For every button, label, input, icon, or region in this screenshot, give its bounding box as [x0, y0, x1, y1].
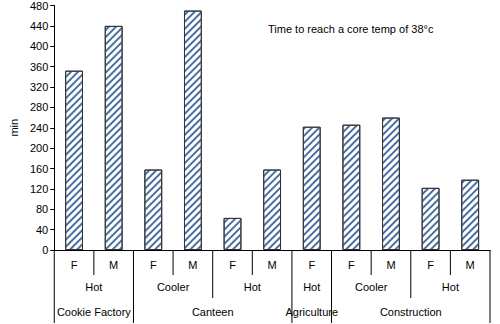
svg-text:F: F: [71, 259, 78, 271]
svg-text:M: M: [268, 259, 277, 271]
svg-text:F: F: [229, 259, 236, 271]
svg-text:Cookie Factory: Cookie Factory: [57, 306, 131, 318]
svg-text:440: 440: [30, 20, 48, 32]
svg-text:200: 200: [30, 142, 48, 154]
svg-text:40: 40: [36, 224, 48, 236]
svg-text:Hot: Hot: [442, 281, 459, 293]
svg-text:M: M: [109, 259, 118, 271]
svg-text:80: 80: [36, 203, 48, 215]
svg-text:Agriculture: Agriculture: [285, 306, 338, 318]
svg-text:M: M: [188, 259, 197, 271]
svg-text:Hot: Hot: [85, 281, 102, 293]
svg-text:Hot: Hot: [303, 281, 320, 293]
svg-text:120: 120: [30, 183, 48, 195]
svg-text:Cooler: Cooler: [157, 281, 190, 293]
svg-text:Canteen: Canteen: [192, 306, 234, 318]
svg-text:480: 480: [30, 0, 48, 12]
svg-text:M: M: [466, 259, 475, 271]
svg-text:360: 360: [30, 61, 48, 73]
svg-text:Cooler: Cooler: [355, 281, 388, 293]
svg-text:Time to reach a core temp of 3: Time to reach a core temp of 38°c: [268, 23, 434, 35]
svg-text:280: 280: [30, 101, 48, 113]
svg-text:160: 160: [30, 163, 48, 175]
svg-text:F: F: [348, 259, 355, 271]
svg-text:320: 320: [30, 81, 48, 93]
svg-text:240: 240: [30, 122, 48, 134]
svg-text:F: F: [427, 259, 434, 271]
svg-text:Construction: Construction: [380, 306, 442, 318]
svg-text:M: M: [386, 259, 395, 271]
svg-text:Hot: Hot: [244, 281, 261, 293]
svg-text:0: 0: [42, 244, 48, 256]
svg-text:F: F: [308, 259, 315, 271]
svg-text:min: min: [8, 119, 20, 137]
svg-text:400: 400: [30, 40, 48, 52]
svg-text:F: F: [150, 259, 157, 271]
